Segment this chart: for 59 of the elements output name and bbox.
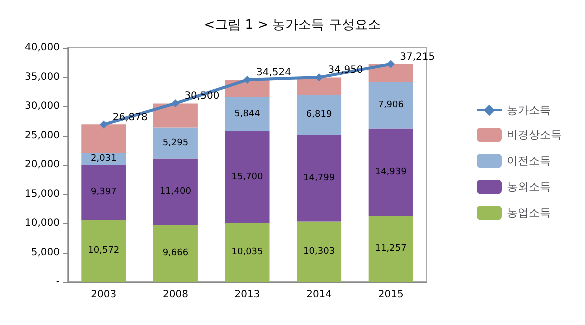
x-tick-label: 2015 xyxy=(378,290,404,300)
data-label: 10,035 xyxy=(232,248,264,258)
bar xyxy=(82,124,126,154)
legend-label: 농외소득 xyxy=(507,180,551,194)
point xyxy=(244,76,252,84)
bar xyxy=(82,220,126,282)
x-tick-label: 2008 xyxy=(162,290,188,300)
y-tick-label: 10,000 xyxy=(25,218,60,229)
y-tick-label: 20,000 xyxy=(25,160,60,170)
bar xyxy=(297,222,342,282)
data-label: 5,844 xyxy=(234,109,261,120)
bar xyxy=(297,78,342,96)
bar xyxy=(153,104,198,128)
bar xyxy=(297,135,342,222)
data-label: 10,572 xyxy=(88,246,120,256)
data-label: 37,215 xyxy=(400,52,436,63)
data-label: 34,524 xyxy=(256,68,292,79)
data-label: 7,906 xyxy=(378,100,404,111)
y-tick-label: 15,000 xyxy=(25,188,60,200)
bar xyxy=(225,131,270,224)
data-label: 11,400 xyxy=(160,187,192,198)
data-label: 9,666 xyxy=(162,248,189,259)
bar xyxy=(225,97,270,132)
y-tick-label: 5,000 xyxy=(31,247,60,258)
bar xyxy=(225,223,270,282)
data-label: 9,397 xyxy=(91,188,117,198)
legend-label: 농업소득 xyxy=(507,206,551,220)
data-label: 10,303 xyxy=(304,246,336,257)
bar xyxy=(368,128,414,216)
y-tick-label: 30,000 xyxy=(25,101,60,112)
legend-label: 농가소득 xyxy=(507,104,551,117)
point xyxy=(387,60,396,68)
chart-title: <그림 1 > 농가소득 구성요소 xyxy=(204,18,381,33)
bar xyxy=(82,165,126,220)
bar xyxy=(153,128,198,159)
y-tick-label: 35,000 xyxy=(25,72,60,83)
bar xyxy=(153,158,198,226)
data-label: 14,799 xyxy=(304,173,336,184)
bar xyxy=(368,64,414,83)
data-label: 15,700 xyxy=(232,172,264,182)
point xyxy=(172,100,180,108)
legend-label: 이전소득 xyxy=(507,154,551,168)
x-tick-label: 2013 xyxy=(234,290,260,300)
x-tick-label: 2003 xyxy=(91,290,117,300)
data-label: 5,295 xyxy=(162,138,189,148)
data-label: 14,939 xyxy=(375,167,408,178)
y-tick-label: 40,000 xyxy=(25,42,60,54)
point xyxy=(100,120,108,129)
x-tick-label: 2014 xyxy=(306,290,332,300)
y-tick-label: - xyxy=(56,276,60,288)
bar xyxy=(368,82,414,129)
data-label: 6,819 xyxy=(306,110,332,120)
legend-label: 비경상소득 xyxy=(507,128,562,142)
bar xyxy=(368,216,414,282)
bar xyxy=(297,95,342,136)
data-label: 11,257 xyxy=(375,244,407,254)
y-tick-label: 25,000 xyxy=(25,130,60,142)
data-label: 2,031 xyxy=(91,154,117,164)
bar xyxy=(153,225,198,282)
